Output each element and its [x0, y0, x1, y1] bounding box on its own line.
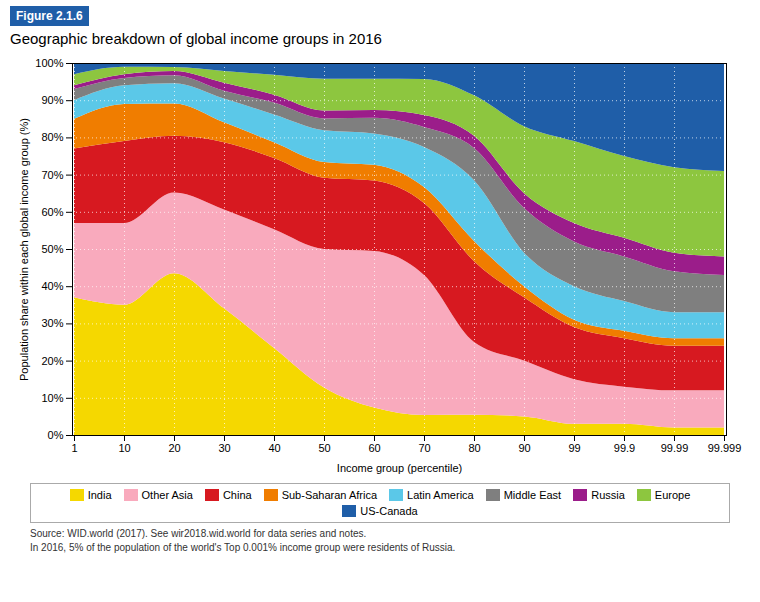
svg-text:20: 20	[168, 442, 180, 454]
svg-text:50%: 50%	[41, 243, 63, 255]
svg-text:10%: 10%	[41, 392, 63, 404]
svg-text:99.9: 99.9	[614, 442, 635, 454]
html-text:Middle East: Middle East	[503, 489, 562, 501]
svg-text:60%: 60%	[41, 206, 63, 218]
svg-text:0%: 0%	[48, 429, 64, 441]
svg-text:90%: 90%	[41, 94, 63, 106]
svg-text:99.99: 99.99	[661, 442, 689, 454]
svg-text:40%: 40%	[41, 280, 63, 292]
html-text:India: India	[87, 489, 112, 501]
svg-text:30%: 30%	[41, 317, 63, 329]
html-text:US-Canada: US-Canada	[360, 505, 418, 517]
html-text:Europe: Europe	[654, 489, 691, 501]
svg-text:Population share within each g: Population share within each global inco…	[18, 118, 30, 381]
html-text:In 2016, 5% of the population: In 2016, 5% of the population of the wor…	[30, 541, 456, 553]
svg-text:99.999: 99.999	[708, 442, 742, 454]
svg-text:80: 80	[468, 442, 480, 454]
svg-text:70: 70	[418, 442, 430, 454]
html-text:Figure 2.1.6: Figure 2.1.6	[16, 9, 83, 23]
svg-text:99: 99	[568, 442, 580, 454]
svg-text:1: 1	[71, 442, 77, 454]
html-text:Geographic breakdown of global: Geographic breakdown of global income gr…	[10, 30, 382, 47]
html-text:Other Asia: Other Asia	[141, 489, 193, 501]
svg-text:40: 40	[268, 442, 280, 454]
svg-text:10: 10	[118, 442, 130, 454]
html-text:Latin America: Latin America	[407, 489, 474, 501]
svg-text:Income group (percentile): Income group (percentile)	[337, 462, 462, 474]
svg-text:80%: 80%	[41, 131, 63, 143]
html-text:Sub-Saharan Africa: Sub-Saharan Africa	[281, 489, 377, 501]
svg-text:100%: 100%	[35, 57, 63, 69]
svg-text:20%: 20%	[41, 355, 63, 367]
svg-text:90: 90	[518, 442, 530, 454]
svg-text:70%: 70%	[41, 169, 63, 181]
svg-text:60: 60	[368, 442, 380, 454]
html-text:Russia: Russia	[591, 489, 625, 501]
html-text:China: China	[222, 489, 252, 501]
html-text:Source: WID.world (2017). See: Source: WID.world (2017). See wir2018.wi…	[30, 528, 367, 539]
svg-text:30: 30	[218, 442, 230, 454]
svg-text:50: 50	[318, 442, 330, 454]
